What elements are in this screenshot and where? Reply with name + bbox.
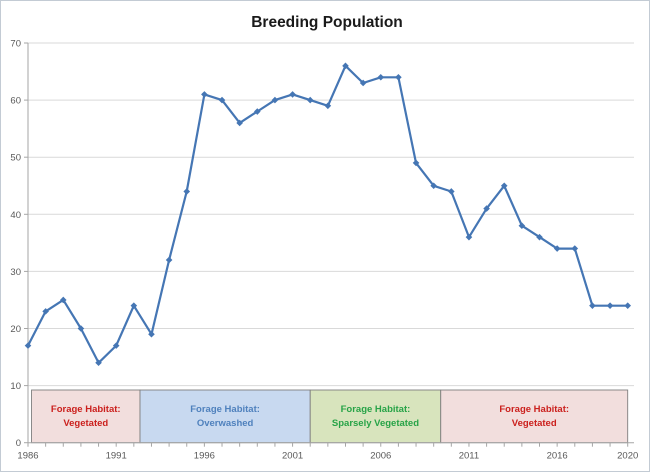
data-point-marker	[500, 182, 508, 190]
data-point-marker	[448, 188, 455, 195]
data-point-marker	[148, 330, 155, 338]
band-label-line1: Forage Habitat:	[190, 404, 260, 415]
band-label-line1: Forage Habitat:	[51, 404, 121, 415]
data-point-marker	[77, 325, 85, 332]
data-point-marker	[430, 182, 437, 190]
habitat-band	[440, 389, 629, 444]
series-group	[24, 62, 631, 367]
data-point-marker	[289, 91, 296, 98]
data-point-marker	[606, 302, 614, 309]
band-label-line1: Forage Habitat:	[499, 404, 569, 415]
habitat-band	[31, 389, 141, 444]
x-tick-label: 2001	[282, 451, 303, 462]
data-point-marker	[589, 302, 596, 309]
y-tick-label: 0	[16, 438, 21, 449]
data-point-marker	[130, 302, 138, 309]
data-point-marker	[483, 205, 490, 212]
habitat-band	[309, 389, 442, 444]
x-tick-label: 2020	[617, 451, 638, 462]
data-point-marker	[253, 108, 261, 115]
gridlines-group	[28, 42, 634, 387]
data-point-marker	[218, 96, 226, 104]
band-label-line2: Vegetated	[512, 418, 557, 429]
y-tick-label: 40	[10, 210, 21, 221]
data-point-marker	[42, 308, 49, 315]
data-point-marker	[306, 96, 314, 104]
x-tick-label: 1991	[106, 451, 127, 462]
y-tick-label: 10	[10, 381, 21, 392]
data-point-marker	[183, 188, 191, 195]
axes-group	[24, 42, 634, 447]
x-tick-label: 1996	[194, 451, 215, 462]
x-tick-label: 2006	[370, 451, 391, 462]
y-tick-label: 20	[10, 324, 21, 335]
data-point-marker	[465, 233, 473, 241]
data-point-marker	[412, 159, 420, 167]
tick-labels-group: 0 10 20 30 40 50 60 70 1986 1991 1996 2001 2006 2011 2…	[10, 39, 638, 462]
data-point-marker	[553, 245, 561, 252]
x-tick-label: 1986	[17, 451, 38, 462]
data-point-marker	[324, 102, 332, 110]
x-tick-label: 2016	[547, 451, 568, 462]
data-point-marker	[395, 73, 402, 81]
y-tick-label: 50	[10, 153, 21, 164]
y-tick-label: 60	[10, 96, 21, 107]
x-tick-label: 2011	[459, 451, 479, 462]
chart-title: Breeding Population	[251, 14, 403, 31]
band-label-line1: Forage Habitat:	[341, 404, 411, 415]
data-point-marker	[112, 342, 120, 349]
y-tick-label: 70	[10, 39, 21, 50]
data-point-marker	[571, 245, 579, 252]
data-point-marker	[24, 342, 32, 349]
data-point-marker	[377, 73, 385, 81]
data-point-marker	[236, 119, 243, 127]
band-label-line2: Sparsely Vegetated	[332, 418, 419, 429]
data-point-marker	[536, 233, 543, 241]
data-point-marker	[59, 296, 67, 304]
data-point-marker	[359, 79, 367, 87]
data-point-marker	[342, 62, 349, 70]
band-label-line2: Vegetated	[63, 418, 108, 429]
data-point-marker	[518, 222, 526, 230]
data-point-marker	[95, 359, 102, 367]
band-label-line2: Overwashed	[197, 418, 254, 429]
habitat-band	[139, 389, 311, 444]
habitat-bands-group: Forage Habitat: Vegetated Forage Habitat: O…	[31, 389, 629, 444]
data-point-marker	[165, 256, 173, 264]
data-point-marker	[624, 302, 631, 309]
y-tick-label: 30	[10, 267, 21, 278]
data-point-marker	[201, 91, 208, 98]
data-point-marker	[271, 96, 279, 104]
